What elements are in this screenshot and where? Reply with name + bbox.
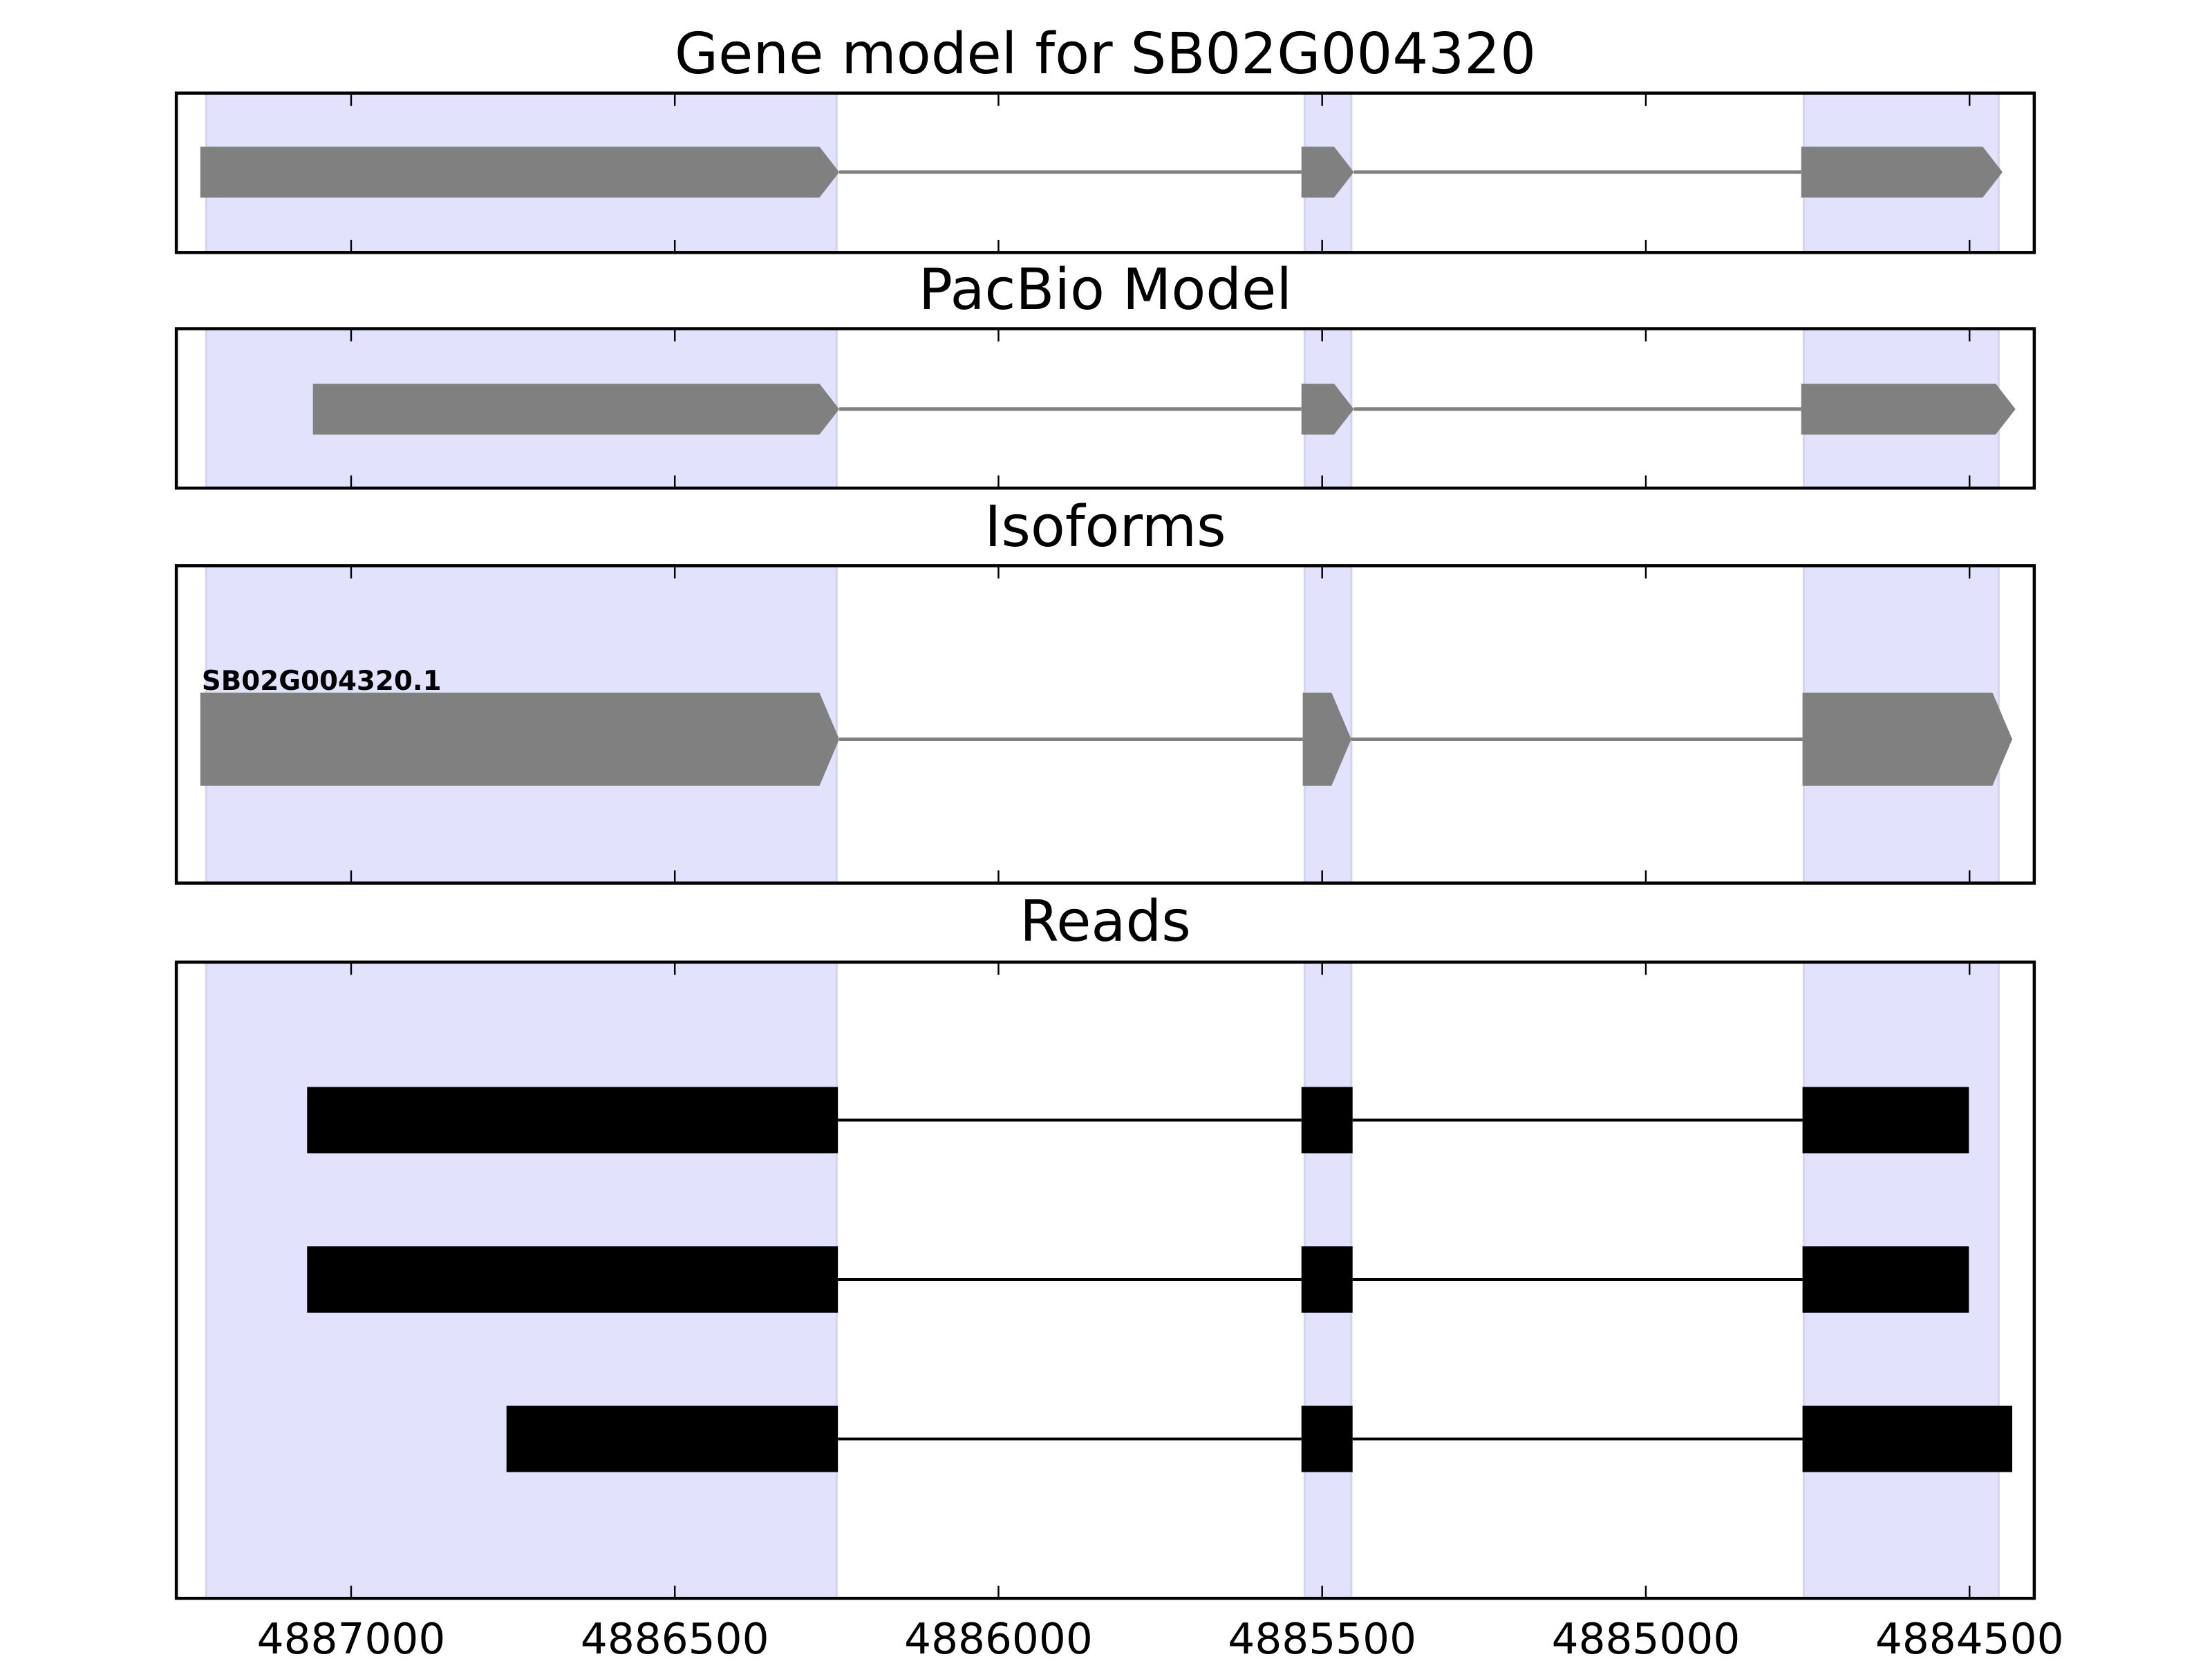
exon-arrow [200, 693, 840, 786]
feature-0 [307, 1087, 1969, 1154]
x-tick-label: 4887000 [257, 1615, 446, 1659]
exon-block [1301, 1405, 1353, 1472]
feature-1 [307, 1246, 1969, 1313]
exon-block [1802, 1246, 1969, 1313]
panel-3: Reads [174, 889, 2036, 1600]
exon-arrow [200, 147, 840, 198]
exon-block [307, 1087, 838, 1154]
exon-block [1802, 1087, 1969, 1154]
x-tick-label: 4885500 [1228, 1615, 1416, 1659]
panel-1: PacBio Model [174, 257, 2036, 490]
x-tick-label: 4885000 [1552, 1615, 1741, 1659]
feature-0: SB02G004320.1 [200, 666, 2013, 786]
x-tick-label: 4884500 [1875, 1615, 2064, 1659]
panel-frame [174, 327, 2036, 490]
exon-arrow [1801, 384, 2016, 435]
panel-2: Isoforms SB02G004320.1 [174, 494, 2036, 885]
panel-frame [174, 960, 2036, 1600]
isoform-label: SB02G004320.1 [202, 666, 442, 697]
exon-arrow [1801, 147, 2003, 198]
panel-frame [174, 91, 2036, 254]
exon-block [1802, 1405, 2013, 1472]
exon-arrow [1302, 693, 1351, 786]
x-tick-label: 4886500 [581, 1615, 769, 1659]
panel-0: Gene model for SB02G004320 [174, 21, 2036, 254]
panel-title: Reads [1020, 889, 1191, 955]
panel-frame [174, 564, 2036, 885]
feature-2 [506, 1405, 2013, 1472]
x-tick-label: 4886000 [904, 1615, 1093, 1659]
panel-title: PacBio Model [919, 257, 1292, 323]
exon-block [307, 1246, 838, 1313]
feature-0 [312, 384, 2016, 435]
exon-block [1301, 1087, 1353, 1154]
exon-arrow [1301, 147, 1354, 198]
feature-0 [200, 147, 2003, 198]
exon-block [506, 1405, 838, 1472]
exon-block [1301, 1246, 1353, 1313]
panel-title: Isoforms [984, 494, 1226, 560]
exon-arrow [1802, 693, 2013, 786]
panel-title: Gene model for SB02G004320 [675, 21, 1536, 87]
exon-arrow [1301, 384, 1354, 435]
exon-arrow [312, 384, 840, 435]
